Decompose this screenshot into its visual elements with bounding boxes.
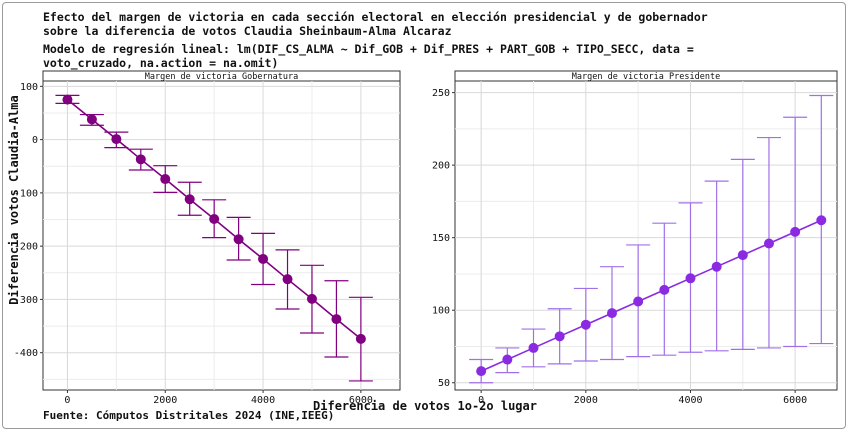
panel-1-data-point bbox=[331, 314, 342, 325]
panel-2-border bbox=[454, 70, 838, 391]
panel-1-tick-label-x: 0 bbox=[64, 395, 70, 406]
panel-2-data-point bbox=[476, 366, 487, 377]
panel-2-data-point bbox=[633, 296, 644, 307]
panel-2-data-point bbox=[737, 250, 748, 261]
panel-2-data-point bbox=[554, 331, 565, 342]
chart-title: Efecto del margen de victoria en cada se… bbox=[43, 10, 708, 38]
panel-2-data-point bbox=[580, 319, 591, 330]
chart-subtitle: Modelo de regresión lineal: lm(DIF_CS_AL… bbox=[43, 42, 694, 70]
panel-1-tick-label-x: 4000 bbox=[251, 395, 275, 406]
panel-1-data-point bbox=[233, 234, 244, 245]
figure-frame bbox=[2, 2, 846, 429]
panel-2-data-point bbox=[606, 308, 617, 319]
panel-2-tick-label-y: 100 bbox=[432, 306, 450, 317]
panel-1-data-point bbox=[306, 293, 317, 304]
panel-2-data-point bbox=[659, 284, 670, 295]
panel-2-data-point bbox=[816, 215, 827, 226]
panel-2-tick-label-y: 50 bbox=[438, 378, 450, 389]
panel-1-data-point bbox=[135, 154, 146, 165]
panel-1-data-point bbox=[282, 274, 293, 285]
panel-1-data-point bbox=[160, 174, 171, 185]
panel-2-data-point bbox=[763, 238, 774, 249]
panel-2-tick-label-y: 250 bbox=[432, 88, 450, 99]
panel-2-tick-label-x: 0 bbox=[478, 395, 484, 406]
panel-2-data-point bbox=[528, 342, 539, 353]
panel-1-strip-label: Margen de victoria Gobernatura bbox=[145, 72, 299, 82]
panel-1-tick-label-y: -400 bbox=[14, 348, 38, 359]
panel-2-tick-label-x: 2000 bbox=[574, 395, 598, 406]
panel-1-data-point bbox=[62, 94, 73, 105]
panel-1-data-point bbox=[86, 114, 97, 125]
panel-2-data-point bbox=[790, 226, 801, 237]
panel-2-data-point bbox=[502, 354, 513, 365]
panel-2-tick-label-x: 6000 bbox=[783, 395, 807, 406]
panel-2-tick-label-y: 150 bbox=[432, 233, 450, 244]
panel-1-border bbox=[42, 70, 401, 391]
panel-1-tick-label-y: -100 bbox=[14, 188, 38, 199]
panel-1-data-point bbox=[111, 134, 122, 145]
x-axis-label: Diferencia de votos 1o-2o lugar bbox=[313, 399, 537, 413]
panel-1-data-point bbox=[258, 253, 269, 264]
panel-1-tick-label-y: -200 bbox=[14, 242, 38, 253]
panel-2-tick-label-y: 200 bbox=[432, 161, 450, 172]
panel-1-data-point bbox=[355, 333, 366, 344]
panel-1-strip bbox=[42, 70, 401, 82]
panel-1-tick-label-y: -300 bbox=[14, 295, 38, 306]
panel-2-data-point bbox=[685, 273, 696, 284]
panel-2-strip bbox=[454, 70, 838, 82]
panel-2-tick-label-x: 4000 bbox=[678, 395, 702, 406]
panel-1-tick-label-y: 0 bbox=[32, 135, 38, 146]
panel-2-data-point bbox=[711, 261, 722, 272]
chart-caption: Fuente: Cómputos Distritales 2024 (INE,I… bbox=[43, 409, 335, 422]
panel-1-tick-label-x: 2000 bbox=[153, 395, 177, 406]
panel-1-data-point bbox=[209, 213, 220, 224]
panel-1-tick-label-y: 100 bbox=[20, 82, 38, 93]
panel-1-tick-label-x: 6000 bbox=[349, 395, 373, 406]
panel-2-strip-label: Margen de victoria Presidente bbox=[572, 72, 720, 82]
panel-1-data-point bbox=[184, 194, 195, 205]
